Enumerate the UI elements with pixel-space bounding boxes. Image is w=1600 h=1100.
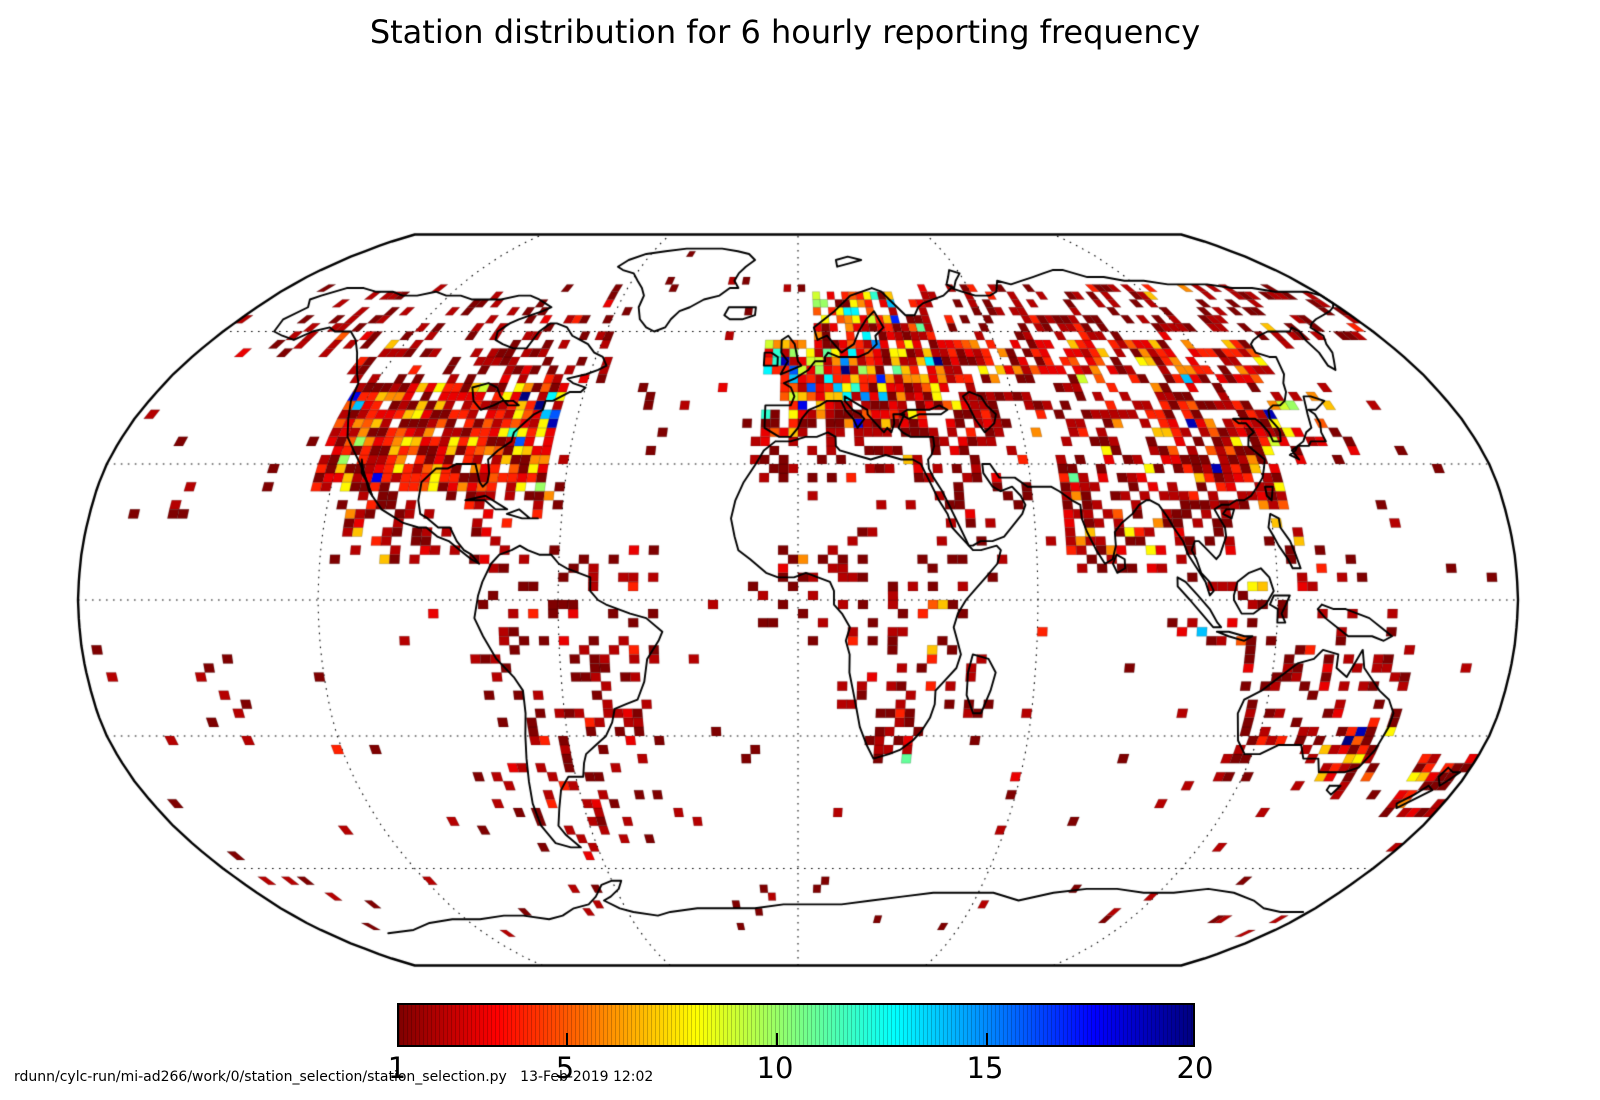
colorbar-tick (566, 1033, 568, 1045)
colorbar-tick-label: 5 (555, 1051, 575, 1085)
colorbar-tick-label: 20 (1176, 1051, 1214, 1085)
colorbar (397, 1003, 1195, 1047)
colorbar-tick-label: 1 (387, 1051, 407, 1085)
colorbar-tick-label: 10 (756, 1051, 794, 1085)
footer-text: rdunn/cylc-run/mi-ad266/work/0/station_s… (14, 1069, 654, 1085)
colorbar-tick-label: 15 (966, 1051, 1004, 1085)
colorbar-tick (986, 1033, 988, 1045)
colorbar-tick (776, 1033, 778, 1045)
